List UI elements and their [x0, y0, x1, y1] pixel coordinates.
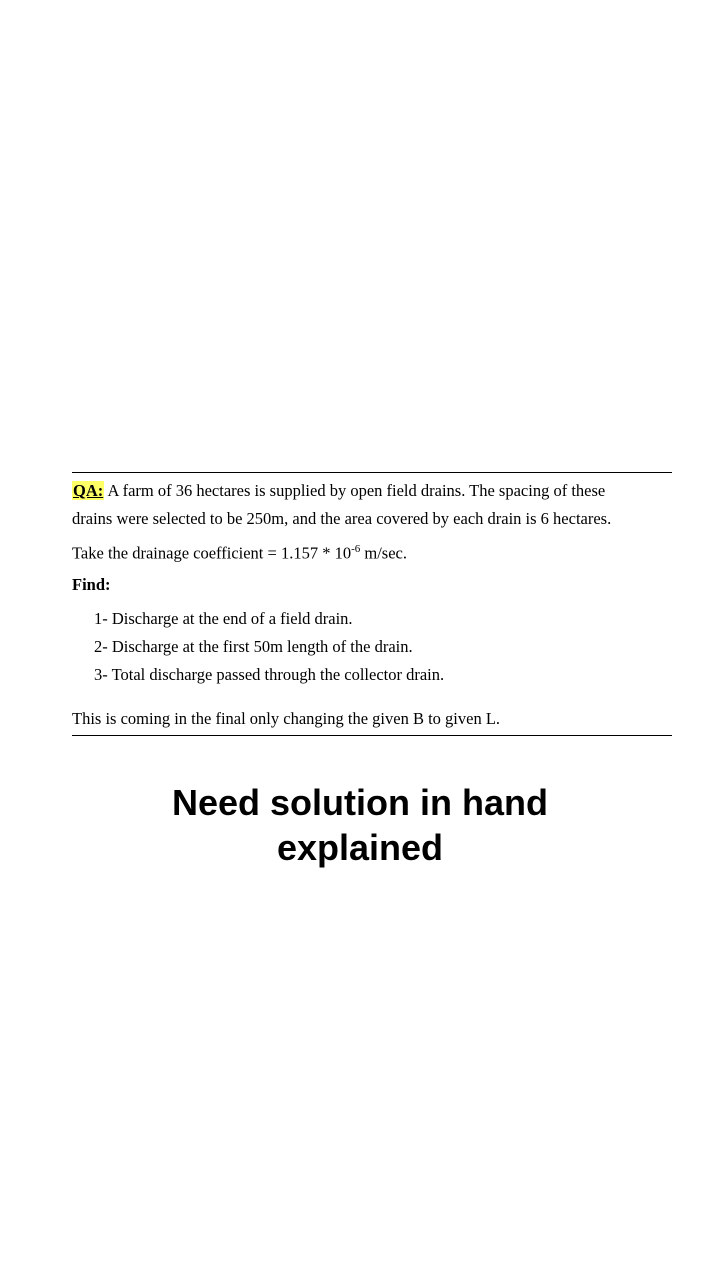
find-label: Find: — [72, 575, 672, 595]
question-line-2: drains were selected to be 250m, and the… — [72, 507, 672, 531]
question-text-1: A farm of 36 hectares is supplied by ope… — [104, 481, 605, 500]
list-item: 2- Discharge at the first 50m length of … — [94, 633, 672, 661]
list-item: 1- Discharge at the end of a field drain… — [94, 605, 672, 633]
question-block: QA: A farm of 36 hectares is supplied by… — [72, 472, 672, 736]
page-container: QA: A farm of 36 hectares is supplied by… — [0, 0, 720, 1280]
coef-exponent: -6 — [351, 543, 360, 555]
coef-suffix: m/sec. — [360, 543, 407, 562]
caption-line-1: Need solution in hand — [0, 780, 720, 825]
coefficient-line: Take the drainage coefficient = 1.157 * … — [72, 543, 672, 564]
list-item: 3- Total discharge passed through the co… — [94, 661, 672, 689]
question-line-1: QA: A farm of 36 hectares is supplied by… — [72, 479, 672, 503]
note-line: This is coming in the final only changin… — [72, 709, 672, 736]
find-list: 1- Discharge at the end of a field drain… — [72, 605, 672, 689]
qa-label: QA: — [72, 481, 104, 500]
caption-line-2: explained — [0, 825, 720, 870]
caption-overlay: Need solution in hand explained — [0, 780, 720, 870]
coef-prefix: Take the drainage coefficient = 1.157 * … — [72, 543, 351, 562]
